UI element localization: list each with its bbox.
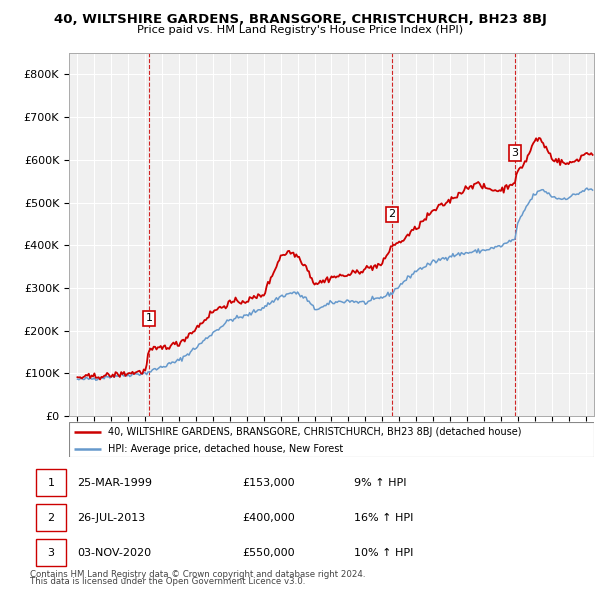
Text: Price paid vs. HM Land Registry's House Price Index (HPI): Price paid vs. HM Land Registry's House … (137, 25, 463, 35)
Text: £400,000: £400,000 (242, 513, 295, 523)
Text: £550,000: £550,000 (242, 548, 295, 558)
Bar (35, 504, 66, 531)
Text: 2: 2 (388, 209, 395, 219)
Text: HPI: Average price, detached house, New Forest: HPI: Average price, detached house, New … (109, 444, 344, 454)
Text: 16% ↑ HPI: 16% ↑ HPI (353, 513, 413, 523)
Text: This data is licensed under the Open Government Licence v3.0.: This data is licensed under the Open Gov… (30, 577, 305, 586)
Text: 2: 2 (47, 513, 55, 523)
Bar (35, 469, 66, 496)
Text: Contains HM Land Registry data © Crown copyright and database right 2024.: Contains HM Land Registry data © Crown c… (30, 570, 365, 579)
Text: 9% ↑ HPI: 9% ↑ HPI (353, 478, 406, 487)
Text: 10% ↑ HPI: 10% ↑ HPI (353, 548, 413, 558)
Text: 3: 3 (47, 548, 55, 558)
Text: 1: 1 (47, 478, 55, 487)
Text: 40, WILTSHIRE GARDENS, BRANSGORE, CHRISTCHURCH, BH23 8BJ (detached house): 40, WILTSHIRE GARDENS, BRANSGORE, CHRIST… (109, 427, 522, 437)
Text: 1: 1 (146, 313, 152, 323)
Text: 25-MAR-1999: 25-MAR-1999 (77, 478, 152, 487)
Text: £153,000: £153,000 (242, 478, 295, 487)
Text: 26-JUL-2013: 26-JUL-2013 (77, 513, 146, 523)
Text: 3: 3 (512, 148, 518, 158)
Text: 03-NOV-2020: 03-NOV-2020 (77, 548, 152, 558)
Bar (35, 539, 66, 566)
Text: 40, WILTSHIRE GARDENS, BRANSGORE, CHRISTCHURCH, BH23 8BJ: 40, WILTSHIRE GARDENS, BRANSGORE, CHRIST… (53, 13, 547, 26)
